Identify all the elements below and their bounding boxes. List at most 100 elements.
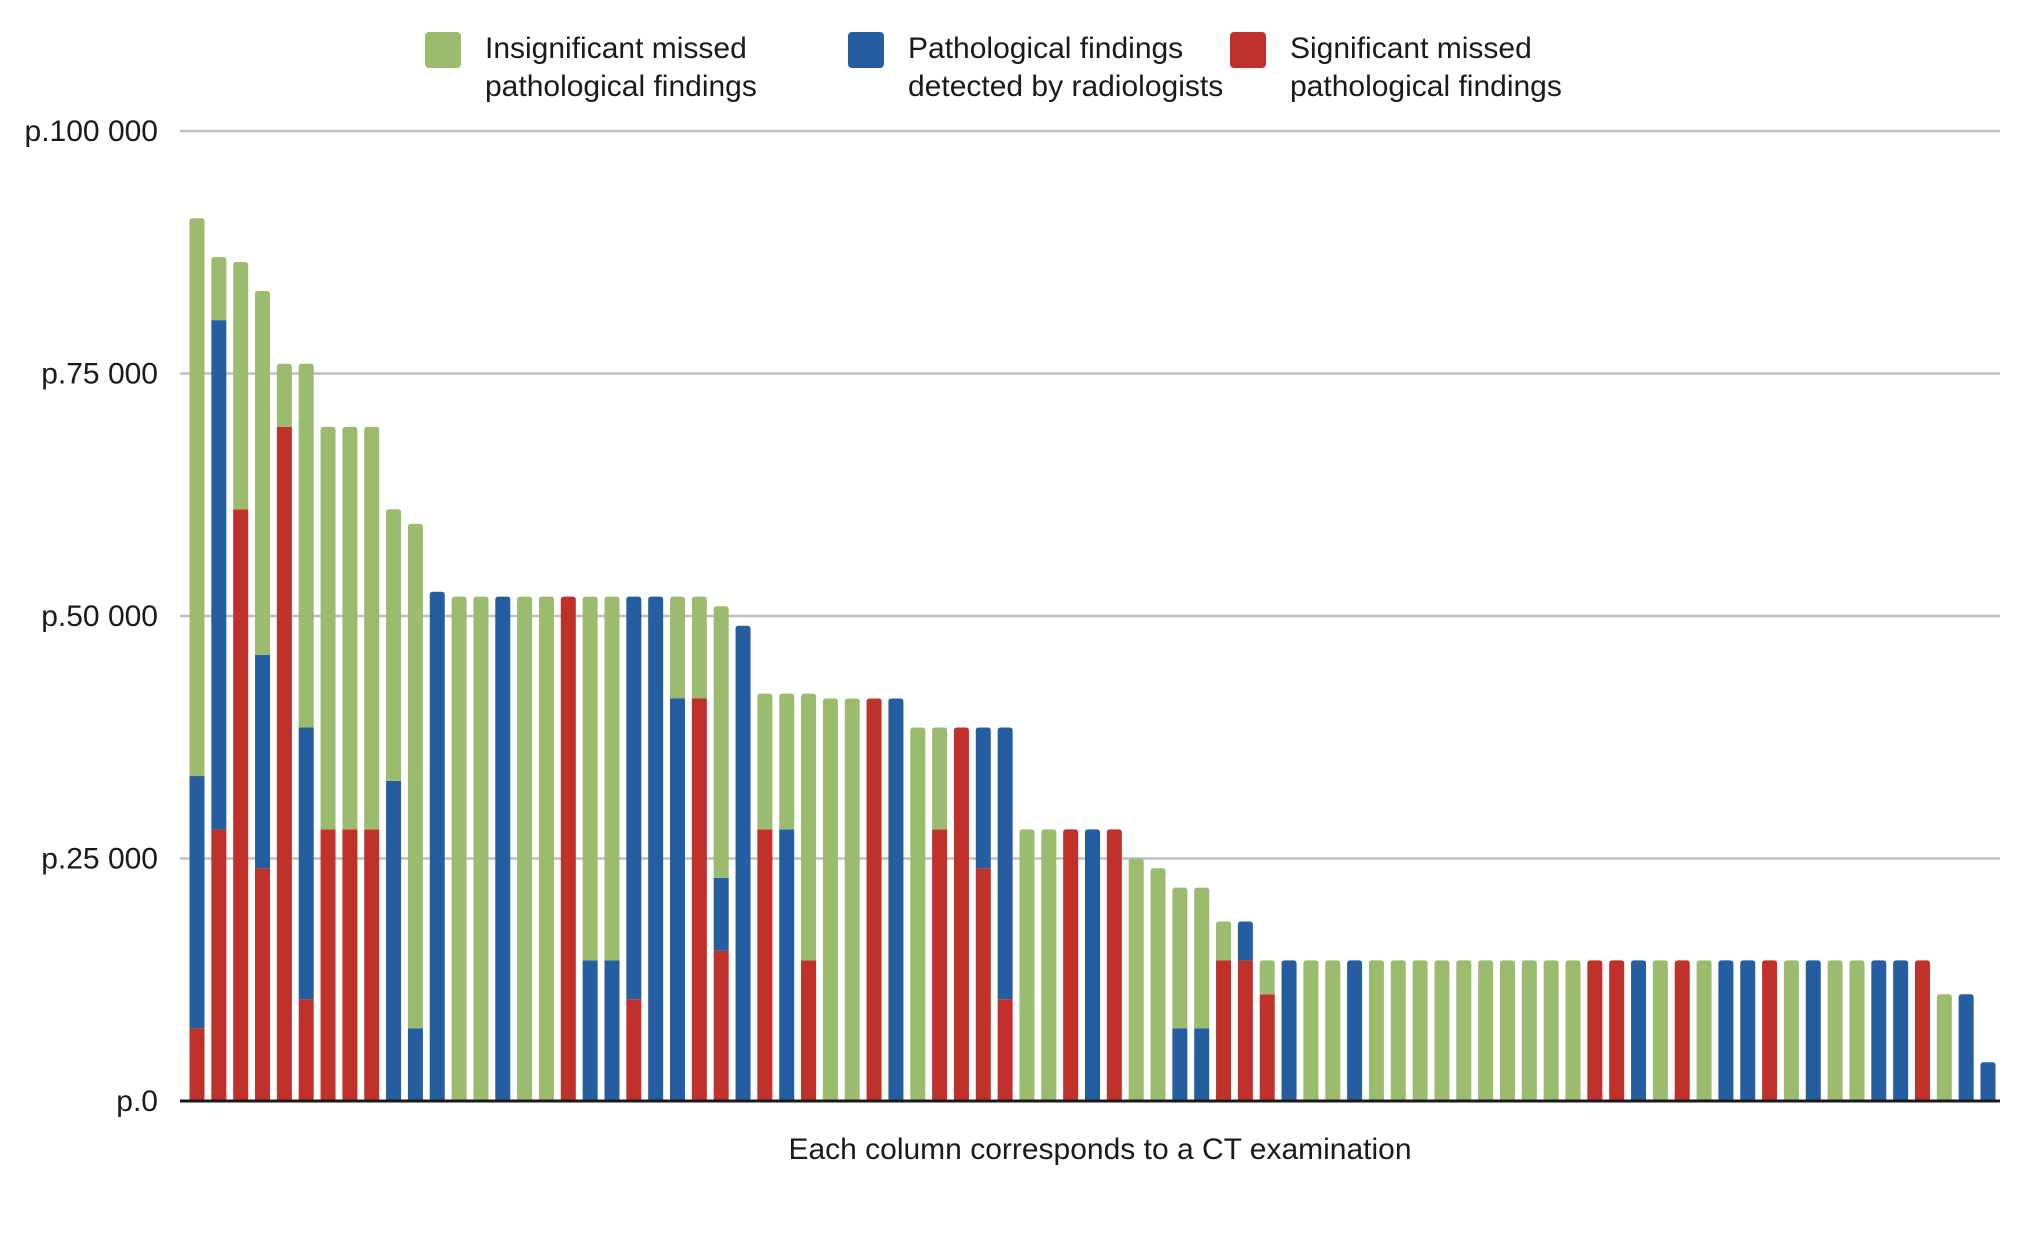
bar-segment [407,1028,423,1101]
bar-segment [801,693,817,961]
bar-segment [1237,960,1253,1101]
bar-column [495,596,511,1101]
bar-segment [1216,960,1232,1101]
bar-segment [932,829,948,1101]
bar-column [517,596,533,1101]
bar-segment [451,596,467,1101]
bar-column [298,363,314,1101]
bar-segment [757,829,773,1101]
bar-segment [1434,960,1450,1101]
bar-segment [560,596,576,1101]
bar-column [713,606,729,1101]
bar-segment [298,727,314,1000]
legend-label: Insignificant missed pathological findin… [485,30,757,106]
bar-column [1216,921,1232,1101]
bar-segment [1609,960,1625,1101]
bar-segment [1718,960,1734,1101]
legend-swatch-blue [848,32,884,68]
legend-label: Significant missed pathological findings [1290,30,1562,106]
bar-column [648,596,664,1101]
bar-segment [189,776,205,1029]
legend-label-line: detected by radiologists [908,70,1224,103]
bar-segment [757,693,773,830]
bar-segment [1936,994,1952,1101]
bar-column [932,727,948,1101]
bar-column [888,698,904,1101]
bar-column [822,698,838,1101]
bar-column [1827,960,1843,1101]
bar-segment [211,829,227,1101]
bar-segment [1696,960,1712,1101]
bar-column [953,727,969,1101]
bar-column [1063,829,1079,1101]
bar-segment [975,868,991,1101]
bar-column [1106,829,1122,1101]
bar-segment [691,698,707,1101]
y-tick-label: p.50 000 [41,600,158,633]
bar-column [1281,960,1297,1101]
bar-segment [953,727,969,1101]
bar-column [1128,858,1144,1101]
y-tick-label: p.100 000 [25,115,158,148]
bar-column [1674,960,1690,1101]
bar-column [386,509,402,1101]
bar-column [1303,960,1319,1101]
legend-label-line: Pathological findings [908,32,1184,65]
bar-segment [582,960,598,1101]
bar-column [779,693,795,1101]
bar-column [538,596,554,1101]
bar-segment [626,999,642,1101]
bar-column [1194,887,1210,1101]
bar-segment [1674,960,1690,1101]
bar-column [1412,960,1428,1101]
bar-column [735,625,751,1101]
bar-segment [276,363,292,427]
bar-segment [1368,960,1384,1101]
bar-column [473,596,489,1101]
bar-segment [342,829,358,1101]
bar-segment [1565,960,1581,1101]
y-tick-label: p.75 000 [41,358,158,391]
bar-column [1390,960,1406,1101]
bar-column [801,693,817,1101]
bar-column [1150,868,1166,1101]
bar-segment [211,257,227,321]
bar-segment [189,218,205,777]
bar-segment [844,698,860,1101]
bar-column [1609,960,1625,1101]
legend-label-line: Significant missed [1290,32,1532,65]
bar-column [691,596,707,1101]
bar-column [1085,829,1100,1101]
bar-column [1456,960,1472,1101]
bar-column [975,727,991,1101]
bars [189,218,1996,1102]
bar-segment [648,596,664,1101]
bar-segment [255,868,271,1101]
bar-column [1347,960,1363,1101]
bar-segment [298,999,314,1101]
bar-segment [1259,994,1275,1101]
y-axis-tick-labels: p.0 p.25 000 p.50 000 p.75 000 p.100 000 [25,115,158,1118]
bar-column [1914,960,1930,1101]
bar-segment [298,363,314,728]
bar-column [1696,960,1712,1101]
bar-segment [276,426,292,1102]
bar-segment [1827,960,1843,1101]
bar-column [1871,960,1887,1101]
y-tick-label: p.25 000 [41,843,158,876]
bar-segment [691,596,707,699]
bar-segment [1805,960,1821,1101]
bar-column [1434,960,1450,1101]
bar-column [1019,829,1035,1101]
bar-segment [604,960,620,1101]
bar-column [1980,1062,1996,1101]
bar-column [276,363,292,1102]
bar-segment [1019,829,1035,1101]
legend-item-significant: Significant missed pathological findings [1230,30,1562,106]
bar-segment [1216,921,1232,961]
bar-segment [342,426,358,830]
bar-segment [779,693,795,830]
bar-column [407,523,423,1101]
y-tick-label: p.0 [116,1085,158,1118]
bar-segment [822,698,838,1101]
